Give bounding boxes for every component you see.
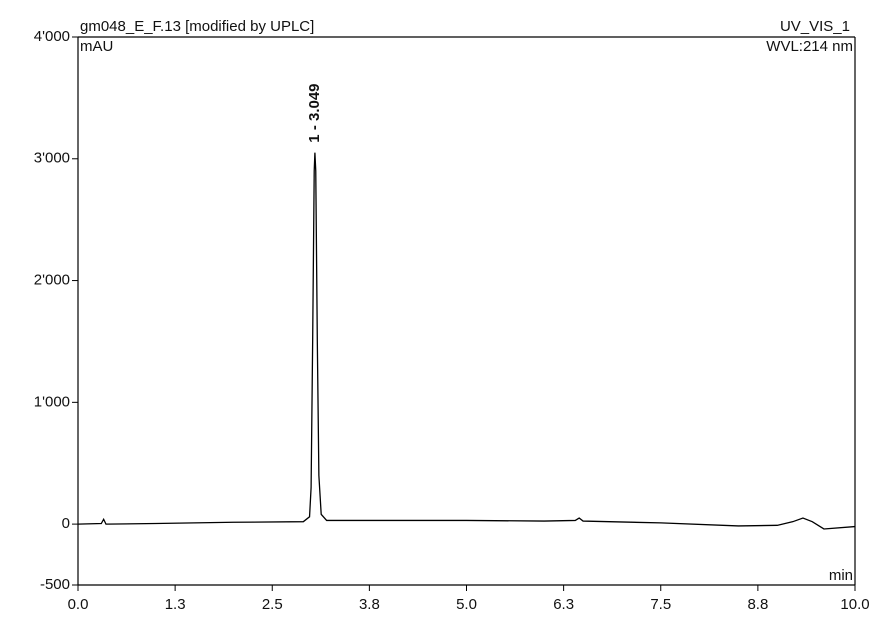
x-tick-label: 10.0 xyxy=(840,596,869,613)
x-tick-label: 3.8 xyxy=(359,596,380,613)
x-tick-label: 0.0 xyxy=(68,596,89,613)
x-tick-label: 5.0 xyxy=(456,596,477,613)
y-tick-label: 3'000 xyxy=(34,150,70,167)
trace xyxy=(77,152,856,530)
x-tick-label: 2.5 xyxy=(262,596,283,613)
x-tick-label: 7.5 xyxy=(650,596,671,613)
y-tick-label: 1'000 xyxy=(34,393,70,410)
x-tick-label: 8.8 xyxy=(747,596,768,613)
y-tick-label: 2'000 xyxy=(34,272,70,289)
y-unit: mAU xyxy=(80,38,113,55)
y-tick-label: 4'000 xyxy=(34,28,70,45)
peak-label: 1 - 3.049 xyxy=(306,83,323,142)
chart-title: gm048_E_F.13 [modified by UPLC] xyxy=(80,18,314,35)
wavelength: WVL:214 nm xyxy=(766,38,853,55)
channel: UV_VIS_1 xyxy=(780,18,850,35)
x-tick-label: 1.3 xyxy=(165,596,186,613)
y-tick-label: 0 xyxy=(62,515,70,532)
x-tick-label: 6.3 xyxy=(553,596,574,613)
y-tick-label: -500 xyxy=(40,576,70,593)
x-unit: min xyxy=(829,567,853,584)
